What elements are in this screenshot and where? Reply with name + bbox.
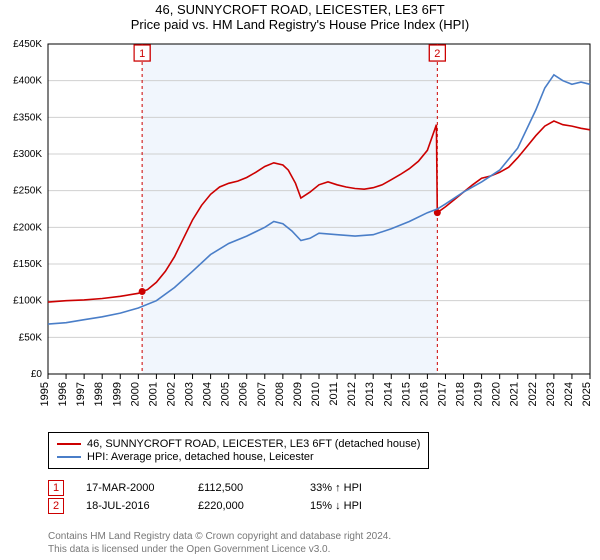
svg-text:2003: 2003	[184, 382, 196, 406]
svg-text:2015: 2015	[400, 382, 412, 406]
transaction-delta: 33% ↑ HPI	[310, 482, 400, 494]
svg-text:2022: 2022	[527, 382, 539, 406]
chart-title-address: 46, SUNNYCROFT ROAD, LEICESTER, LE3 6FT	[0, 2, 600, 17]
svg-text:2009: 2009	[292, 382, 304, 406]
legend-item: HPI: Average price, detached house, Leic…	[57, 451, 420, 463]
svg-text:£250K: £250K	[13, 186, 42, 197]
transaction-number-icon: 2	[48, 498, 64, 514]
svg-text:2004: 2004	[202, 382, 214, 406]
footer-line2: This data is licensed under the Open Gov…	[48, 543, 391, 556]
svg-text:£200K: £200K	[13, 222, 42, 233]
svg-text:2002: 2002	[165, 382, 177, 406]
svg-text:£150K: £150K	[13, 259, 42, 270]
legend-swatch	[57, 443, 81, 445]
svg-text:1999: 1999	[111, 382, 123, 406]
svg-text:£300K: £300K	[13, 149, 42, 160]
svg-text:2008: 2008	[274, 382, 286, 406]
svg-text:1: 1	[139, 48, 145, 60]
svg-text:2016: 2016	[418, 382, 430, 406]
svg-text:2020: 2020	[491, 382, 503, 406]
svg-text:£450K: £450K	[13, 39, 42, 50]
chart-plot: £0 £50K £100K £150K £200K £250K £300K £350K £400…	[0, 38, 600, 428]
svg-text:2024: 2024	[563, 382, 575, 406]
transaction-number-icon: 1	[48, 480, 64, 496]
svg-text:£50K: £50K	[19, 332, 43, 343]
svg-text:1995: 1995	[39, 382, 51, 406]
transaction-row: 2 18-JUL-2016 £220,000 15% ↓ HPI	[48, 498, 400, 514]
legend-item: 46, SUNNYCROFT ROAD, LEICESTER, LE3 6FT …	[57, 438, 420, 450]
svg-text:£100K: £100K	[13, 296, 42, 307]
svg-text:2007: 2007	[256, 382, 268, 406]
svg-text:2014: 2014	[382, 382, 394, 406]
transactions-table: 1 17-MAR-2000 £112,500 33% ↑ HPI 2 18-JUL-201…	[48, 478, 400, 516]
svg-text:2025: 2025	[581, 382, 593, 406]
svg-text:2010: 2010	[310, 382, 322, 406]
svg-text:2019: 2019	[473, 382, 485, 406]
svg-text:2023: 2023	[545, 382, 557, 406]
legend-box: 46, SUNNYCROFT ROAD, LEICESTER, LE3 6FT …	[48, 432, 429, 469]
svg-text:2018: 2018	[455, 382, 467, 406]
transaction-date: 18-JUL-2016	[86, 500, 176, 512]
legend-label: HPI: Average price, detached house, Leic…	[87, 451, 314, 463]
svg-text:£350K: £350K	[13, 112, 42, 123]
transaction-delta: 15% ↓ HPI	[310, 500, 400, 512]
svg-text:1998: 1998	[93, 382, 105, 406]
svg-text:1997: 1997	[75, 382, 87, 406]
legend-label: 46, SUNNYCROFT ROAD, LEICESTER, LE3 6FT …	[87, 438, 420, 450]
svg-text:£0: £0	[31, 369, 43, 380]
svg-text:2001: 2001	[147, 382, 159, 406]
svg-text:2006: 2006	[238, 382, 250, 406]
svg-text:£400K: £400K	[13, 76, 42, 87]
svg-text:2005: 2005	[220, 382, 232, 406]
footer-attribution: Contains HM Land Registry data © Crown c…	[48, 530, 391, 556]
svg-text:1996: 1996	[57, 382, 69, 406]
footer-line1: Contains HM Land Registry data © Crown c…	[48, 530, 391, 543]
legend-swatch	[57, 456, 81, 458]
svg-text:2013: 2013	[364, 382, 376, 406]
transaction-date: 17-MAR-2000	[86, 482, 176, 494]
transaction-price: £112,500	[198, 482, 288, 494]
svg-text:2: 2	[434, 48, 440, 60]
svg-text:2000: 2000	[129, 382, 141, 406]
chart-subtitle: Price paid vs. HM Land Registry's House …	[0, 17, 600, 32]
svg-text:2017: 2017	[436, 382, 448, 406]
svg-text:2021: 2021	[509, 382, 521, 406]
svg-text:2011: 2011	[328, 382, 340, 406]
transaction-price: £220,000	[198, 500, 288, 512]
transaction-row: 1 17-MAR-2000 £112,500 33% ↑ HPI	[48, 480, 400, 496]
chart-container: 46, SUNNYCROFT ROAD, LEICESTER, LE3 6FT …	[0, 0, 600, 560]
svg-text:2012: 2012	[346, 382, 358, 406]
